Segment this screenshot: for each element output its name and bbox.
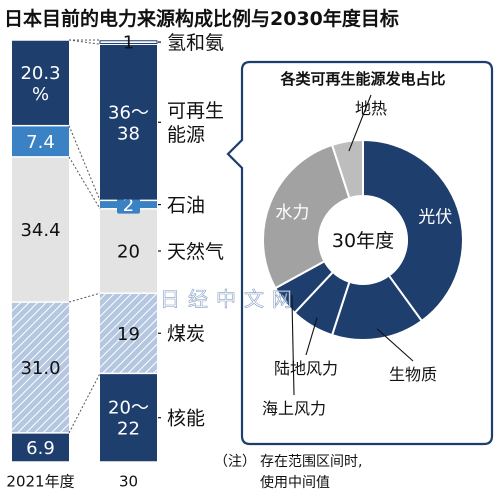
- pie-slice: [330, 138, 364, 200]
- renewables-callout: [226, 60, 494, 446]
- pie-leader-line: [348, 94, 372, 152]
- bar-value-label: 20.3%: [20, 63, 60, 105]
- bar-segment: [100, 44, 157, 200]
- bar-value-label: 7.4: [26, 132, 55, 153]
- bar-value-label: 36～ 38: [108, 102, 149, 144]
- bar-value-label: 20: [117, 241, 140, 262]
- bar-segment: [12, 157, 69, 302]
- bar-value-label: 31.0: [20, 358, 60, 379]
- callout-box: [226, 60, 494, 446]
- series-label: 石油: [167, 194, 205, 216]
- connector-line: [68, 373, 101, 434]
- bar-segment: [12, 40, 69, 125]
- bar-value-label: 1: [123, 33, 134, 54]
- pie-slice-label: 地热: [355, 99, 387, 118]
- bar-segment: [12, 302, 69, 433]
- note-mark: （注）: [214, 454, 256, 470]
- pie-slice: [262, 143, 351, 290]
- bar-segment: [100, 209, 157, 293]
- series-label: 可再生能源: [167, 100, 224, 146]
- series-label: 煤炭: [167, 323, 205, 345]
- pie-leader-line: [305, 317, 318, 356]
- connector-line: [68, 292, 101, 303]
- pie-leader-line: [376, 328, 414, 362]
- bar-value-label: 20～ 22: [108, 398, 149, 440]
- bar-segment: [12, 126, 69, 157]
- pie-center-label: 30年度: [332, 230, 394, 252]
- pie-slice-label: 海上风力: [262, 399, 326, 418]
- category-label: 30: [119, 472, 138, 490]
- pie-slice: [362, 138, 464, 323]
- note-line-1: 存在范围区间时,: [260, 453, 362, 470]
- watermark: 日经中文网: [160, 287, 300, 311]
- bar-segment: [99, 40, 158, 44]
- pie-slice-label: 水力: [275, 203, 309, 223]
- category-label: 2021年度: [6, 472, 74, 490]
- series-label: 天然气: [167, 241, 224, 263]
- series-label: 氢和氨: [167, 32, 224, 54]
- connector-line: [68, 39, 101, 45]
- pie-leader-line: [291, 295, 295, 396]
- chart-title: 日本目前的电力来源构成比例与2030年度目标: [4, 7, 399, 30]
- series-label: 核能: [167, 408, 205, 430]
- series-labels: 核能 煤炭 天然气 石油 可再生能源 氢和氨: [158, 32, 224, 430]
- stacked-bars: 6.9 31.0 34.4 7.4 20.3 % 2021年度 20～ 22 19 20 2 36～ 38…: [6, 33, 158, 490]
- pie-slice-label: 生物质: [389, 365, 437, 384]
- bar-value-label: 19: [117, 324, 140, 345]
- connector-line: [68, 125, 101, 201]
- bar-segment: [100, 374, 157, 462]
- note-line-2: 使用中间值: [260, 474, 330, 491]
- pie-slice-label: 陆地风力: [274, 359, 338, 378]
- bar-segment: [12, 433, 69, 462]
- pie-slice-label: 光伏: [418, 208, 452, 228]
- bar-value-label: 6.9: [26, 438, 55, 459]
- pie-title: 各类可再生能源发电占比: [279, 70, 445, 88]
- label-box: [117, 195, 140, 214]
- bar-value-label: 34.4: [20, 220, 60, 241]
- connector-line: [68, 156, 101, 210]
- bar-segment: [100, 293, 157, 373]
- bar-value-label: 2: [123, 195, 134, 216]
